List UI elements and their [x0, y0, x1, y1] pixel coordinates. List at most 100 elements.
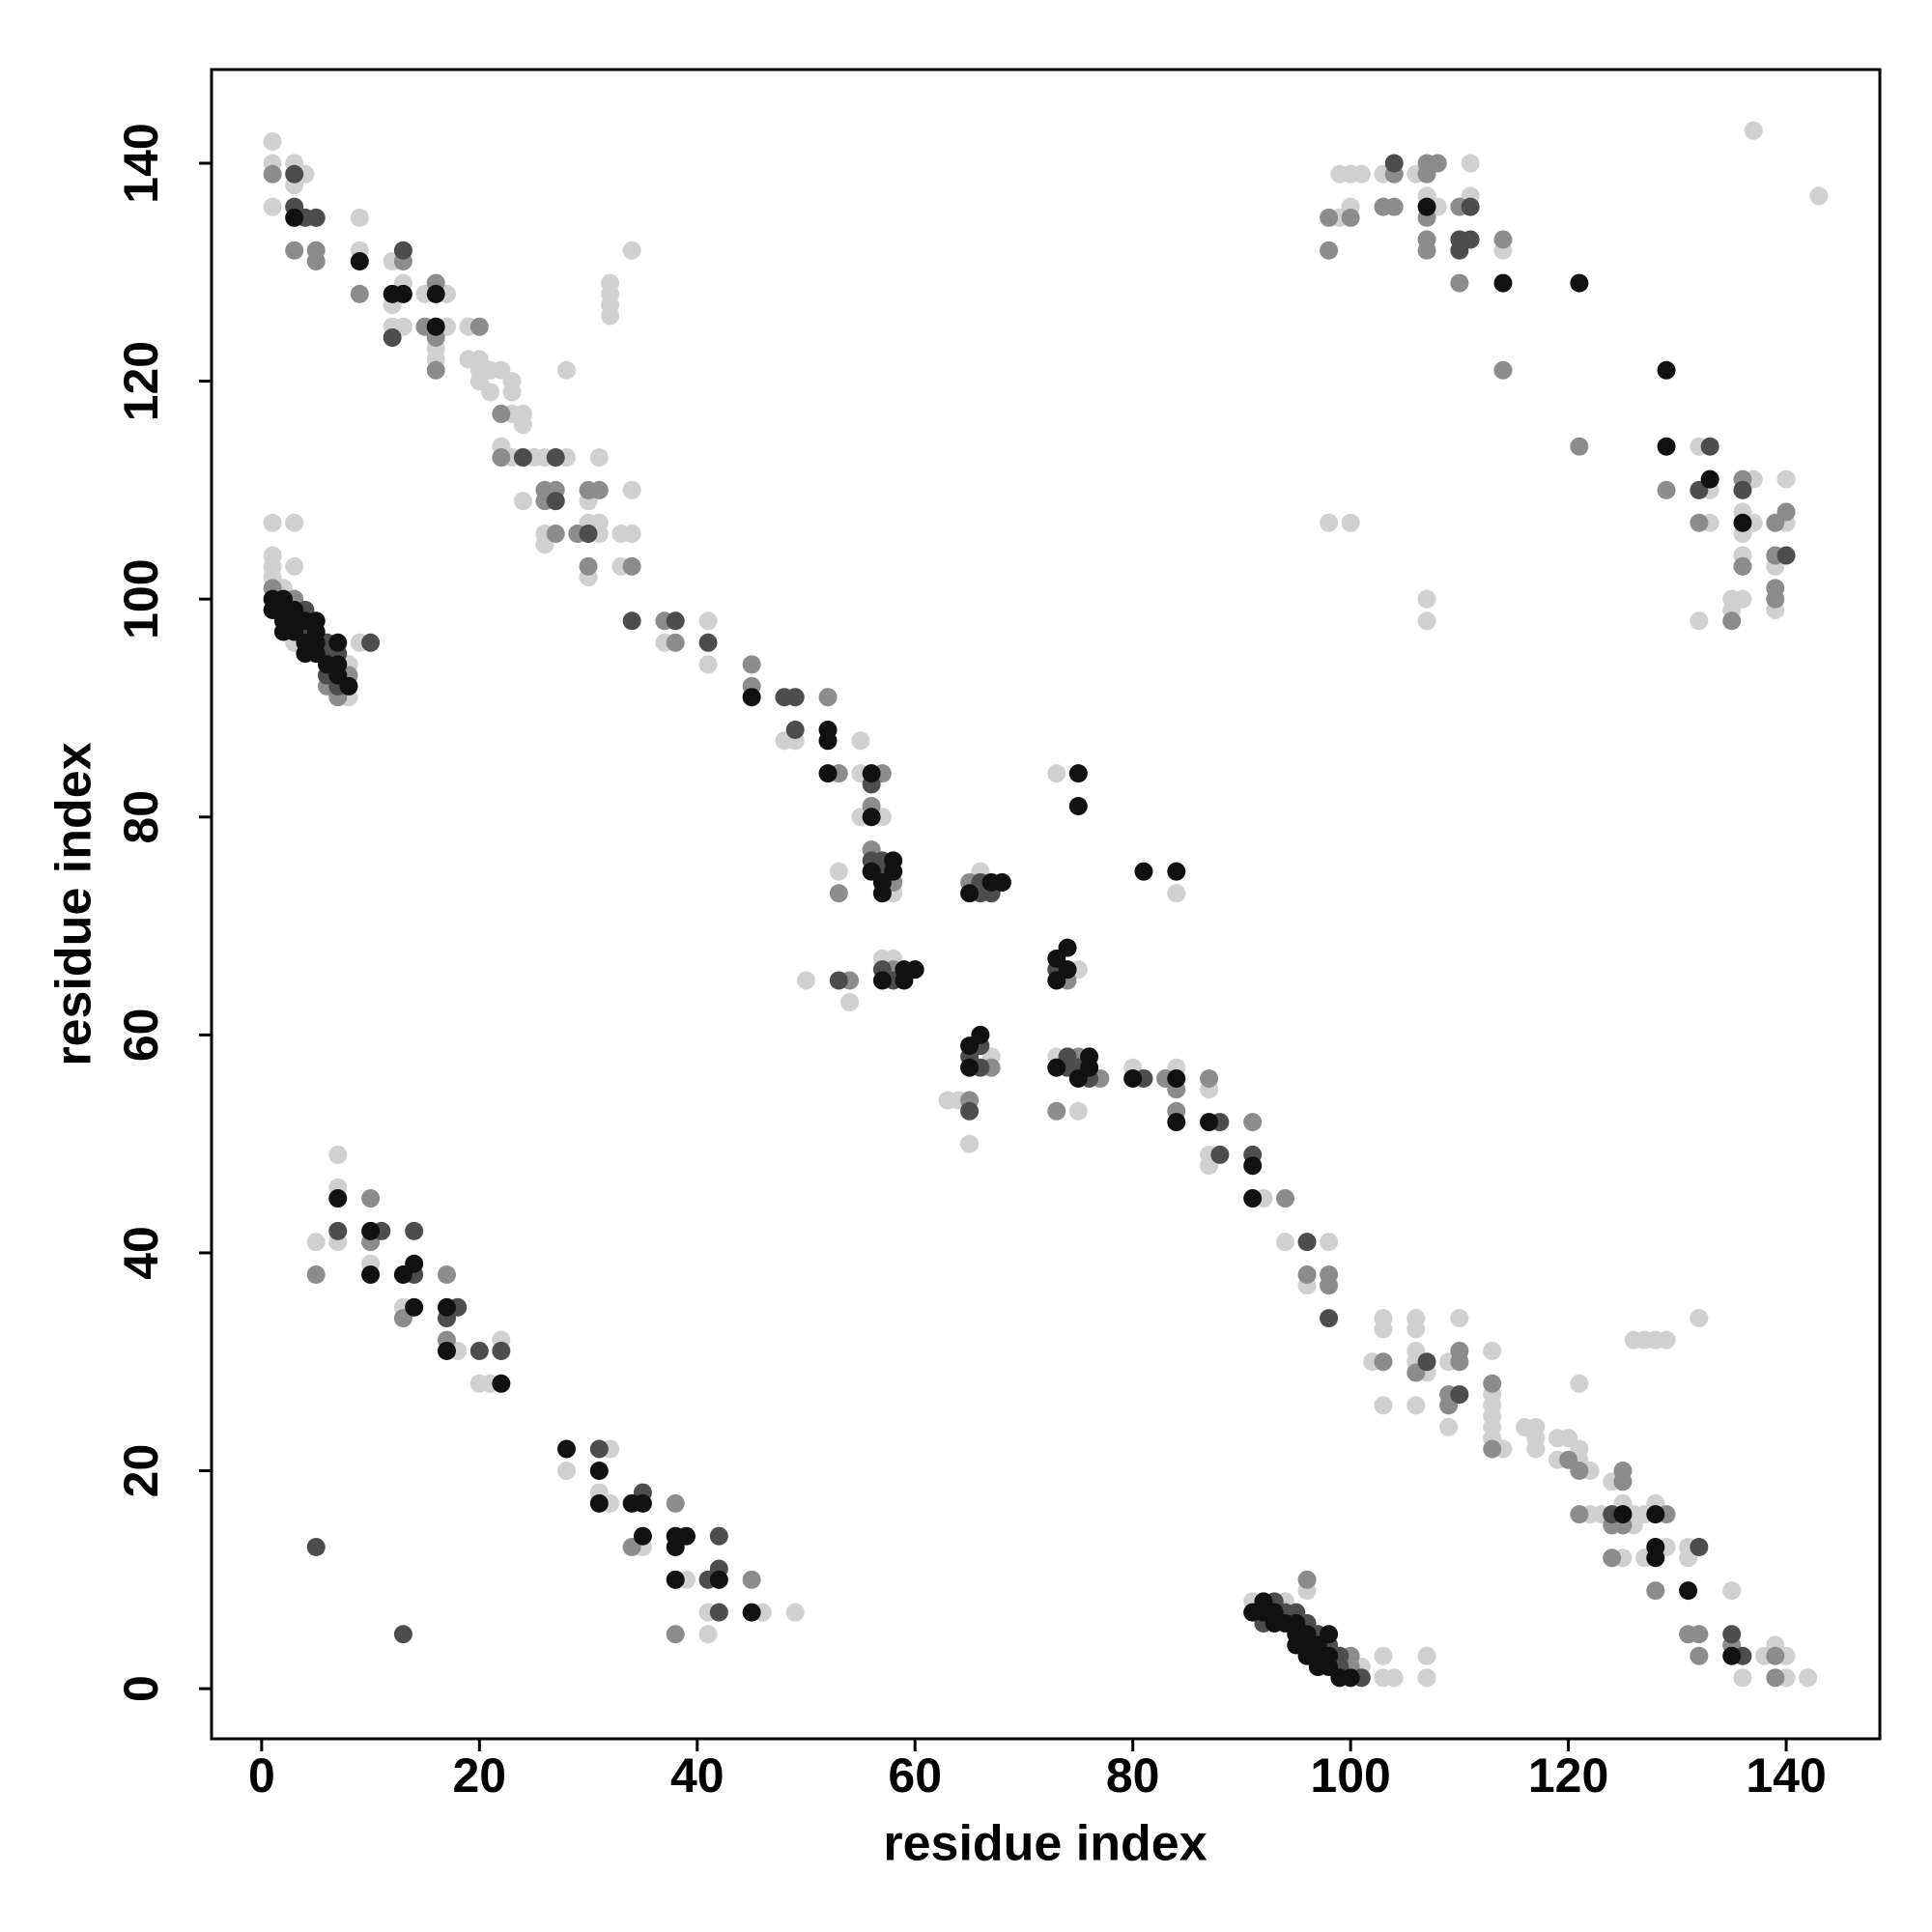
point: [513, 415, 532, 435]
point: [666, 1570, 685, 1589]
point: [1134, 862, 1153, 881]
point: [1690, 1309, 1709, 1328]
point: [666, 633, 685, 652]
point: [1047, 1058, 1066, 1077]
point: [1406, 1320, 1426, 1339]
point: [285, 556, 304, 576]
point: [328, 633, 348, 652]
point: [1047, 971, 1066, 990]
point: [1417, 611, 1436, 631]
point: [1417, 589, 1436, 609]
point: [492, 404, 511, 423]
point: [1320, 241, 1339, 260]
point: [1799, 1668, 1818, 1688]
point: [405, 1221, 424, 1240]
point: [1733, 556, 1752, 576]
y-tick-label: 60: [114, 1009, 168, 1063]
point: [1493, 230, 1513, 249]
point: [796, 971, 815, 990]
point: [1243, 1113, 1263, 1132]
point: [579, 525, 598, 544]
point: [1068, 1068, 1088, 1088]
point: [666, 1493, 685, 1513]
point: [742, 655, 761, 674]
point: [1297, 1233, 1317, 1252]
point: [992, 872, 1011, 892]
point: [1646, 1505, 1665, 1524]
point: [1483, 1374, 1502, 1393]
point: [1417, 164, 1436, 184]
point: [785, 721, 805, 740]
point: [437, 1341, 456, 1360]
point: [1167, 1068, 1186, 1088]
point: [306, 252, 326, 271]
point: [1483, 1439, 1502, 1459]
point: [1167, 862, 1186, 881]
x-axis-title: residue index: [883, 1816, 1207, 1872]
point: [1351, 164, 1371, 184]
point: [328, 1145, 348, 1164]
point: [1320, 208, 1339, 227]
point: [492, 448, 511, 468]
point: [350, 284, 369, 303]
point: [361, 1264, 381, 1284]
point: [492, 1374, 511, 1393]
point: [1450, 241, 1469, 260]
point: [666, 1537, 685, 1556]
point: [306, 208, 326, 227]
point: [1646, 1548, 1665, 1568]
point: [1439, 1417, 1459, 1436]
point: [1297, 1570, 1317, 1589]
point: [1341, 1668, 1360, 1688]
point: [393, 284, 412, 303]
point: [698, 633, 718, 652]
point: [785, 1603, 805, 1622]
plot-frame: [210, 68, 1882, 1741]
point: [1276, 1233, 1295, 1252]
point: [1068, 796, 1088, 815]
point: [328, 1189, 348, 1208]
point: [1700, 437, 1719, 456]
point: [1068, 764, 1088, 783]
point: [1450, 1309, 1469, 1328]
point: [1450, 1385, 1469, 1405]
point: [1570, 273, 1589, 293]
point: [622, 241, 641, 260]
point: [437, 1264, 456, 1284]
x-tick-label: 0: [248, 1748, 275, 1803]
point: [350, 208, 369, 227]
point: [960, 1134, 980, 1153]
point: [1570, 1505, 1589, 1524]
point: [1657, 437, 1676, 456]
x-tick-label: 100: [1310, 1748, 1390, 1803]
point: [1417, 1668, 1436, 1688]
point: [1047, 764, 1066, 783]
point: [1047, 1101, 1066, 1121]
point: [1276, 1189, 1295, 1208]
point: [263, 197, 282, 216]
point: [1123, 1068, 1143, 1088]
point: [513, 448, 532, 468]
point: [1690, 1537, 1709, 1556]
point: [1690, 611, 1709, 631]
point: [426, 360, 445, 380]
point: [469, 1341, 489, 1360]
point: [492, 1341, 511, 1360]
point: [1483, 1341, 1502, 1360]
point: [742, 1570, 761, 1589]
point: [709, 1603, 728, 1622]
point: [546, 448, 565, 468]
point: [361, 1221, 381, 1240]
point: [546, 525, 565, 544]
point: [1210, 1145, 1230, 1164]
point: [589, 1462, 609, 1481]
point: [1493, 360, 1513, 380]
point: [285, 164, 304, 184]
y-tick-label: 40: [114, 1226, 168, 1280]
point: [601, 306, 620, 326]
point: [263, 131, 282, 151]
point: [339, 676, 358, 696]
y-tick-label: 0: [114, 1675, 168, 1702]
y-tick-label: 120: [114, 341, 168, 421]
point: [1374, 1320, 1393, 1339]
